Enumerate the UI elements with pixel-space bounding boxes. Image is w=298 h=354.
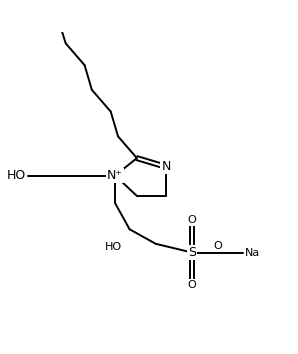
Text: N: N [161, 160, 171, 173]
Text: O: O [214, 241, 223, 251]
Text: O: O [188, 280, 196, 290]
Text: O: O [188, 215, 196, 225]
Text: S: S [188, 246, 196, 259]
Text: N⁺: N⁺ [107, 169, 123, 182]
Text: HO: HO [7, 169, 27, 182]
Text: HO: HO [105, 242, 122, 252]
Text: Na: Na [244, 247, 260, 257]
